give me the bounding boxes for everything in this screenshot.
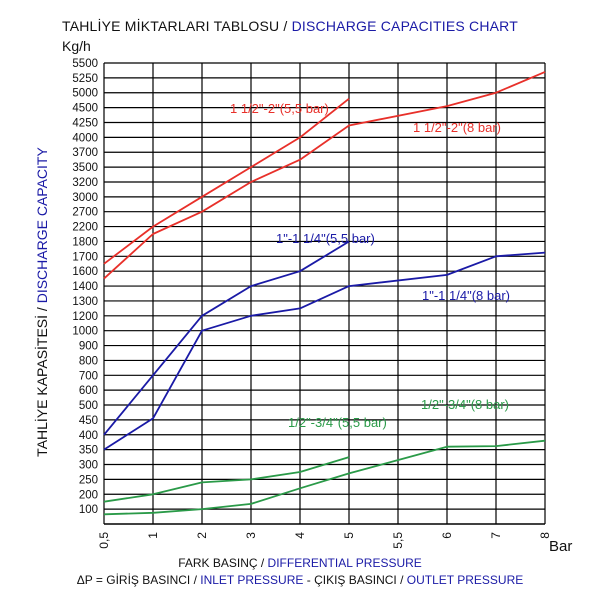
chart-title: TAHLİYE MİKTARLARI TABLOSU / DISCHARGE C… [62, 18, 518, 34]
x-tick-label: 7 [489, 532, 503, 539]
series-line-6 [103, 439, 546, 516]
y-tick-label: 800 [79, 355, 98, 367]
series-label-1: 1 1/2"-2"(5,5 bar) [230, 101, 329, 116]
y-tick-label: 3500 [72, 162, 98, 174]
y-tick-label: 500 [79, 400, 98, 412]
x-unit-label: Bar [549, 538, 573, 555]
y-tick-label: 350 [79, 445, 98, 457]
y-tick-label: 400 [79, 430, 98, 442]
y-tick-label: 4000 [72, 132, 98, 144]
chart-title-en: DISCHARGE CAPACITIES CHART [291, 18, 518, 34]
footnote-part-3: - ÇIKIŞ BASINCI / [303, 573, 407, 587]
y-tick-label: 4250 [72, 117, 98, 129]
y-tick-label: 300 [79, 460, 98, 472]
footnote-part-2: INLET PRESSURE [200, 573, 304, 587]
y-tick-label: 3700 [72, 147, 98, 159]
series-line-3 [103, 240, 350, 436]
x-axis-label: FARK BASINÇ / DIFFERENTIAL PRESSURE [0, 556, 600, 570]
y-tick-label: 250 [79, 474, 98, 486]
x-tick-label: 3 [244, 532, 258, 539]
y-tick-label: 900 [79, 341, 98, 353]
x-tick-label: 2 [195, 532, 209, 539]
y-tick-label: 5500 [72, 58, 98, 70]
footnote-part-4: OUTLET PRESSURE [406, 573, 524, 587]
x-tick-label: 5 [342, 532, 356, 539]
series-line-2 [103, 71, 546, 280]
series-label-4: 1"-1 1/4"(8 bar) [422, 288, 510, 303]
y-tick-label: 3000 [72, 192, 98, 204]
x-tick-label: 5,5 [391, 532, 405, 549]
series-label-3: 1"-1 1/4"(5,5 bar) [276, 231, 375, 246]
x-tick-label: 8 [538, 532, 552, 539]
y-tick-label: 2700 [72, 207, 98, 219]
pressure-footnote: ΔP = GİRİŞ BASINCI / INLET PRESSURE - ÇI… [0, 573, 600, 587]
y-tick-label: 1800 [72, 236, 98, 248]
y-unit-label: Kg/h [62, 38, 91, 54]
y-tick-label: 100 [79, 504, 98, 516]
x-axis-label-en: DIFFERENTIAL PRESSURE [267, 556, 422, 570]
series-label-6: 1/2"-3/4"(8 bar) [421, 397, 509, 412]
series-label-2: 1 1/2"-2"(8 bar) [413, 120, 501, 135]
y-tick-label: 2200 [72, 222, 98, 234]
x-tick-label: 4 [293, 532, 307, 539]
y-tick-label: 4500 [72, 103, 98, 115]
y-tick-label: 700 [79, 370, 98, 382]
y-tick-label: 3200 [72, 177, 98, 189]
y-tick-label: 1300 [72, 296, 98, 308]
y-tick-label: 5000 [72, 88, 98, 100]
y-tick-label: 200 [79, 489, 98, 501]
y-tick-label: 450 [79, 415, 98, 427]
x-tick-label: 1 [146, 532, 160, 539]
x-axis-label-tr: FARK BASINÇ / [178, 556, 268, 570]
series-line-1 [103, 97, 350, 265]
y-tick-label: 1200 [72, 311, 98, 323]
y-axis-label-en: DISCHARGE CAPACITY [34, 147, 50, 304]
x-tick-label: 6 [440, 532, 454, 539]
y-tick-label: 1000 [72, 326, 98, 338]
y-tick-label: 1400 [72, 281, 98, 293]
series-line-4 [103, 251, 546, 451]
x-tick-label: 0,5 [97, 532, 111, 549]
series-label-5: 1/2"-3/4"(5,5 bar) [288, 415, 387, 430]
series-line-5 [103, 456, 350, 503]
y-tick-label: 1600 [72, 266, 98, 278]
y-axis-label-tr: TAHLİYE KAPASİTESİ / [34, 303, 50, 457]
chart-title-tr: TAHLİYE MİKTARLARI TABLOSU / [62, 18, 292, 34]
footnote-part-1: ΔP = GİRİŞ BASINCI / [76, 573, 201, 587]
y-tick-label: 1700 [72, 251, 98, 263]
y-tick-label: 5250 [72, 73, 98, 85]
y-tick-label: 600 [79, 385, 98, 397]
